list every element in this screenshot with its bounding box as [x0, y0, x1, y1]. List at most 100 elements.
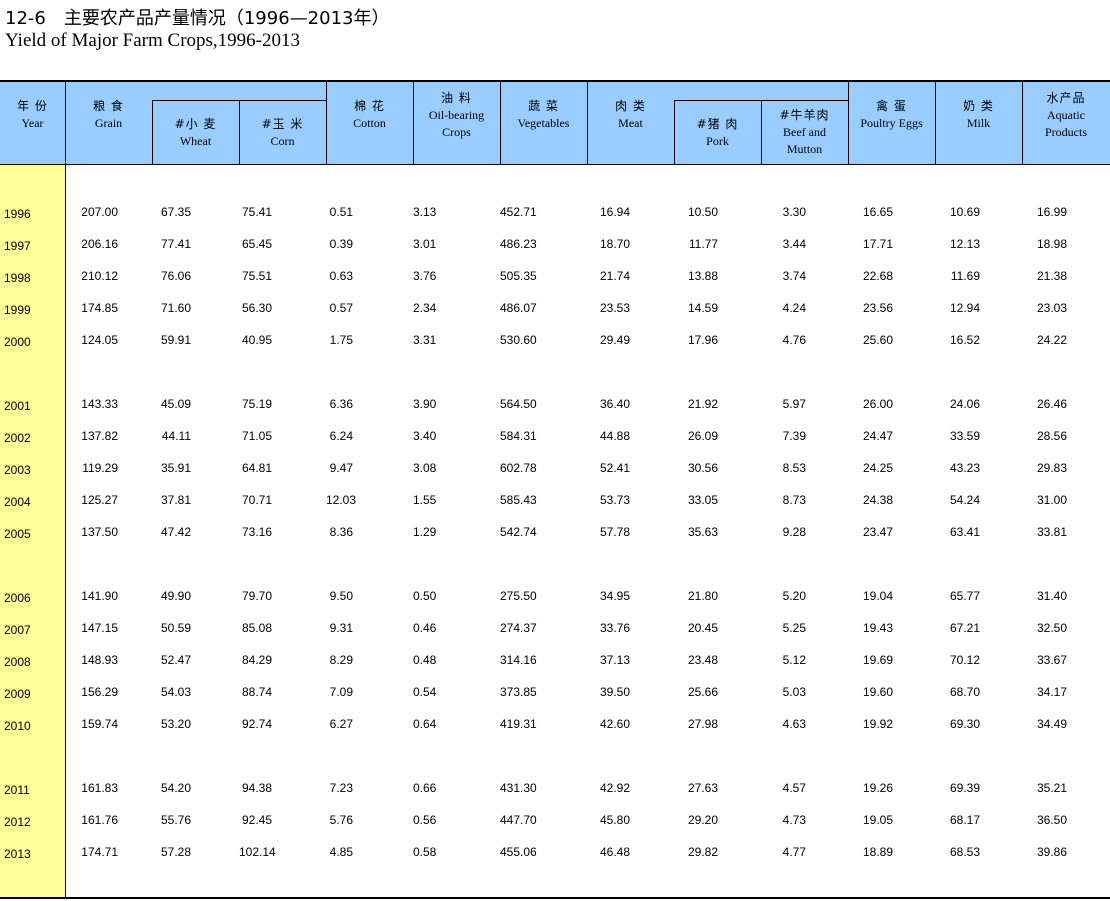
column-header-zh: #猪 肉 — [696, 116, 739, 131]
table-cell-wheat: 54.03 — [160, 685, 191, 699]
column-header-vegetables: 蔬 菜 Vegetables — [500, 82, 587, 164]
column-header-beef-and-mutton: #牛羊肉 Beef and Mutton — [761, 101, 848, 164]
year-cell: 2000 — [4, 335, 31, 349]
column-header-zh: 蔬 菜 — [528, 99, 559, 113]
header-divider — [674, 100, 675, 164]
table-cell-vegetables: 419.31 — [500, 717, 537, 731]
table-cell-pork: 17.96 — [687, 333, 718, 347]
table-cell-cotton: 6.36 — [329, 397, 353, 411]
year-cell: 2007 — [4, 623, 31, 637]
table-cell-pork: 35.63 — [687, 525, 718, 539]
year-cell: 1996 — [4, 207, 31, 221]
table-cell-wheat: 52.47 — [160, 653, 191, 667]
table-cell-meat: 29.49 — [599, 333, 630, 347]
table-cell-pork: 11.77 — [688, 237, 718, 251]
table-cell-grain: 161.76 — [81, 813, 118, 827]
table-cell-cotton: 0.39 — [329, 237, 353, 251]
table-cell-meat: 23.53 — [599, 301, 630, 315]
table-cell-wheat: 37.81 — [160, 493, 191, 507]
column-header-en: Meat — [618, 116, 643, 130]
table-cell-cotton: 9.47 — [329, 461, 353, 475]
table-cell-wheat: 67.35 — [160, 205, 191, 219]
table-cell-vegetables: 542.74 — [500, 525, 537, 539]
column-header-zh: 棉 花 — [354, 99, 385, 113]
table-cell-wheat: 76.06 — [160, 269, 191, 283]
column-header-zh: #牛羊肉 — [779, 108, 830, 122]
column-header-en: Milk — [966, 116, 991, 130]
column-header-en: Pork — [706, 133, 729, 148]
table-cell-oil-bearing-crops: 3.08 — [413, 461, 437, 475]
table-cell-corn: 71.05 — [241, 429, 272, 443]
table-cell-poultry-eggs: 18.89 — [862, 845, 893, 859]
header-divider — [152, 100, 153, 164]
table-cell-wheat: 54.20 — [160, 781, 191, 795]
table-cell-pork: 21.80 — [687, 589, 718, 603]
column-header-poultry-eggs: 禽 蛋 Poultry Eggs — [848, 82, 935, 164]
table-cell-poultry-eggs: 24.25 — [862, 461, 893, 475]
table-cell-vegetables: 274.37 — [500, 621, 537, 635]
table-cell-aquatic-products: 26.46 — [1036, 397, 1067, 411]
header-divider — [935, 82, 936, 164]
column-header-en: Beef and Mutton — [783, 125, 826, 156]
table-cell-meat: 16.94 — [599, 205, 630, 219]
table-cell-corn: 73.16 — [241, 525, 272, 539]
table-cell-aquatic-products: 31.00 — [1036, 493, 1067, 507]
table-cell-poultry-eggs: 23.56 — [862, 301, 893, 315]
table-cell-corn: 92.74 — [241, 717, 272, 731]
table-cell-meat: 18.70 — [599, 237, 630, 251]
column-header-milk: 奶 类 Milk — [935, 82, 1022, 164]
table-cell-poultry-eggs: 24.38 — [862, 493, 893, 507]
table-cell-wheat: 35.91 — [160, 461, 191, 475]
table-cell-poultry-eggs: 19.43 — [862, 621, 893, 635]
header-divider — [413, 82, 414, 164]
column-header-en: Poultry Eggs — [860, 116, 923, 130]
table-cell-milk: 16.52 — [949, 333, 980, 347]
table-cell-cotton: 9.31 — [329, 621, 353, 635]
table-cell-milk: 68.53 — [949, 845, 980, 859]
table-cell-vegetables: 455.06 — [500, 845, 537, 859]
table-cell-corn: 84.29 — [241, 653, 272, 667]
table-cell-beef-and-mutton: 5.20 — [782, 589, 806, 603]
table-cell-milk: 54.24 — [949, 493, 980, 507]
table-cell-cotton: 7.23 — [329, 781, 353, 795]
table-cell-cotton: 0.51 — [329, 205, 353, 219]
table-cell-aquatic-products: 18.98 — [1036, 237, 1067, 251]
table-cell-vegetables: 431.30 — [500, 781, 537, 795]
table-cell-meat: 44.88 — [599, 429, 630, 443]
table-cell-grain: 141.90 — [81, 589, 118, 603]
year-cell: 2004 — [4, 495, 31, 509]
table-cell-poultry-eggs: 24.47 — [862, 429, 893, 443]
table-cell-corn: 94.38 — [241, 781, 272, 795]
table-cell-pork: 10.50 — [687, 205, 718, 219]
table-cell-corn: 64.81 — [241, 461, 272, 475]
header-background — [0, 82, 1110, 164]
year-cell: 1999 — [4, 303, 31, 317]
table-cell-aquatic-products: 33.81 — [1036, 525, 1067, 539]
table-cell-milk: 69.30 — [949, 717, 980, 731]
table-cell-beef-and-mutton: 7.39 — [782, 429, 806, 443]
header-divider — [1022, 82, 1023, 164]
year-cell: 2003 — [4, 463, 31, 477]
column-header-oil-bearing-crops: 油 料 Oil-bearing Crops — [413, 82, 500, 164]
column-header-corn: #玉 米 Corn — [239, 101, 326, 164]
table-cell-grain: 147.15 — [81, 621, 118, 635]
table-cell-poultry-eggs: 23.47 — [862, 525, 893, 539]
table-cell-beef-and-mutton: 4.63 — [782, 717, 806, 731]
table-cell-milk: 65.77 — [949, 589, 980, 603]
table-cell-poultry-eggs: 19.60 — [862, 685, 893, 699]
table-cell-wheat: 77.41 — [160, 237, 191, 251]
table-cell-oil-bearing-crops: 0.58 — [413, 845, 437, 859]
table-cell-grain: 161.83 — [81, 781, 118, 795]
table-cell-meat: 53.73 — [599, 493, 630, 507]
table-cell-oil-bearing-crops: 0.48 — [413, 653, 437, 667]
table-cell-beef-and-mutton: 4.24 — [782, 301, 806, 315]
column-header-en: Year — [21, 116, 44, 130]
table-cell-vegetables: 530.60 — [500, 333, 537, 347]
table-cell-meat: 39.50 — [599, 685, 630, 699]
table-cell-meat: 45.80 — [599, 813, 630, 827]
table-cell-wheat: 44.11 — [161, 429, 191, 443]
year-cell: 2013 — [4, 847, 31, 861]
table-cell-milk: 10.69 — [949, 205, 980, 219]
table-cell-milk: 70.12 — [949, 653, 980, 667]
table-cell-oil-bearing-crops: 3.40 — [413, 429, 437, 443]
